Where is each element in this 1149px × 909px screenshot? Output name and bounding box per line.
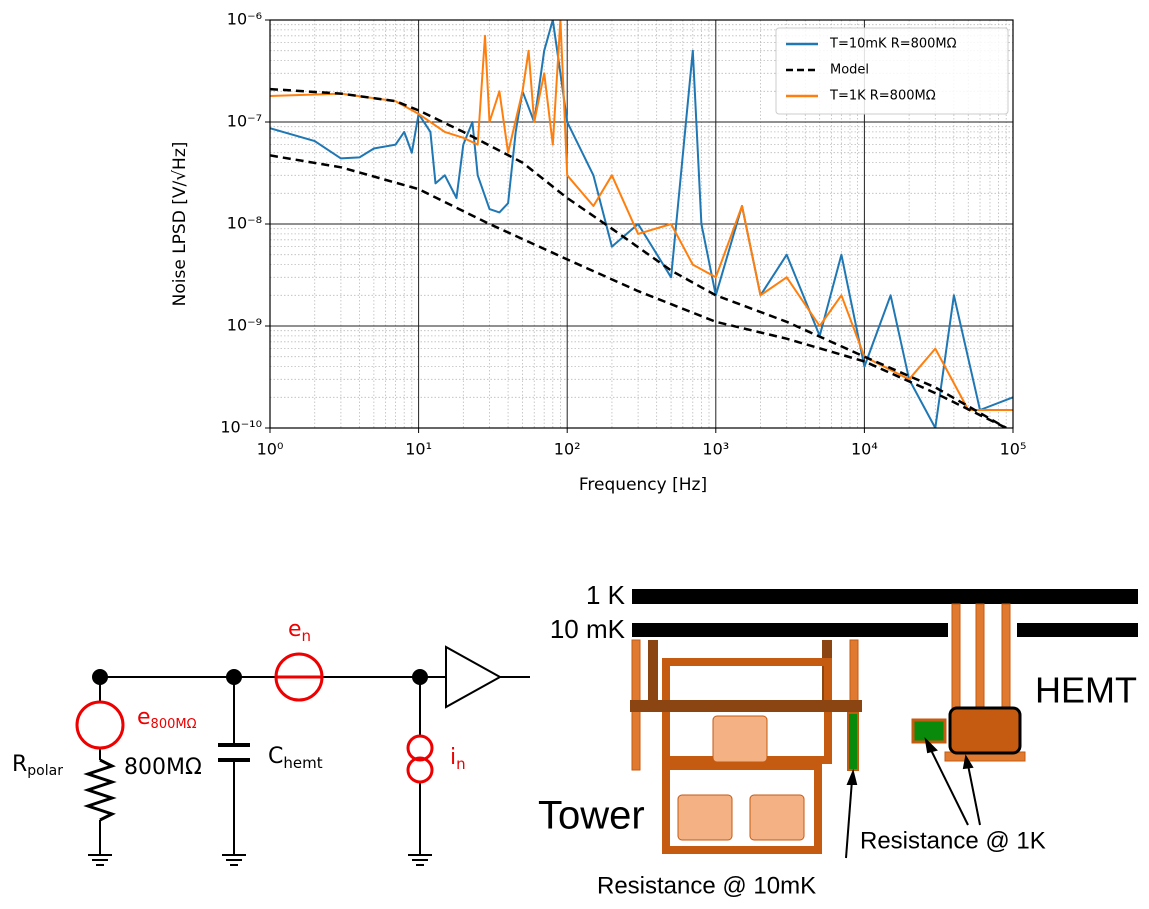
y-tick-label: 10⁻⁷	[227, 112, 262, 131]
legend-box	[775, 27, 1009, 115]
series-line	[270, 20, 1013, 428]
y-tick-label: 10⁻¹⁰	[220, 418, 262, 437]
x-tick-label: 10³	[702, 440, 729, 459]
x-tick-label: 10⁰	[257, 440, 284, 459]
y-axis-label: Noise LPSD [V/√Hz]	[170, 142, 190, 307]
x-tick-label: 10¹	[405, 440, 432, 459]
x-tick-label: 10⁵	[1000, 440, 1027, 459]
res-1k-label: Resistance @ 1K	[860, 827, 1046, 854]
res-10mk-label: Resistance @ 10mK	[597, 872, 816, 899]
setup-drawing	[630, 589, 1138, 859]
x-tick-label: 10²	[554, 440, 581, 459]
stage-10mk: 10 mK	[550, 614, 626, 644]
circuit	[75, 645, 530, 866]
legend-label: Model	[830, 63, 869, 78]
series-line	[270, 87, 1007, 428]
stage-1k: 1 K	[586, 580, 626, 610]
chemt-label: Chemt	[268, 744, 323, 772]
tower-label: Tower	[538, 794, 645, 838]
plot: 10⁰ 10¹ 10² 10³ 10⁴ 10⁵ 10⁻¹⁰ 10⁻⁹ 10⁻⁸ 10⁻⁷ 10⁻⁶ T…	[220, 10, 1026, 459]
series-line	[270, 154, 1007, 428]
y-tick-label: 10⁻⁹	[227, 316, 262, 335]
rpolar-label: Rpolar	[12, 752, 63, 779]
series-group	[270, 20, 1013, 428]
e800-label: e800MΩ	[137, 705, 197, 732]
in-label: in	[450, 745, 466, 773]
hemt-label: HEMT	[1035, 670, 1137, 711]
series-line	[270, 20, 1013, 411]
y-tick-label: 10⁻⁸	[227, 214, 262, 233]
plot-frame	[269, 19, 1014, 429]
legend-label: T=10mK R=800MΩ	[829, 37, 957, 52]
legend-label: T=1K R=800MΩ	[829, 89, 936, 104]
y-tick-label: 10⁻⁶	[227, 10, 262, 29]
en-label: en	[288, 617, 311, 645]
x-axis-label: Frequency [Hz]	[579, 475, 707, 495]
x-tick-label: 10⁴	[851, 440, 878, 459]
resistance-label: 800MΩ	[124, 755, 202, 780]
